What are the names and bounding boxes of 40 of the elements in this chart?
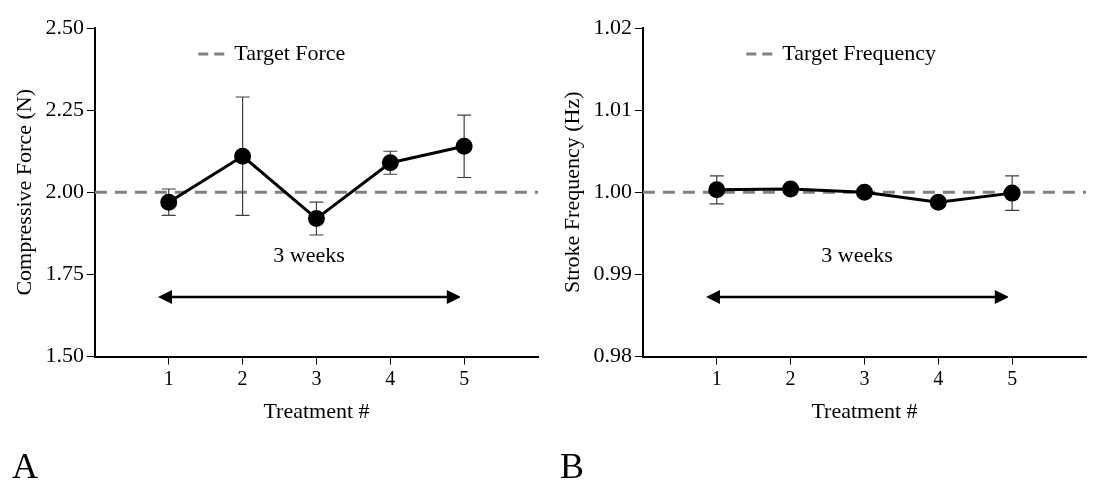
point xyxy=(307,210,325,228)
x-tick-label: 4 xyxy=(933,366,944,389)
y-tick-label: 2.25 xyxy=(45,95,84,121)
legend-label: Target Force xyxy=(234,39,346,65)
legend-label: Target Frequency xyxy=(782,39,937,65)
x-tick-label: 1 xyxy=(711,366,722,389)
point xyxy=(708,181,726,199)
point xyxy=(234,147,252,165)
y-tick-label: 1.01 xyxy=(593,95,632,121)
y-tick-label: 1.00 xyxy=(593,178,632,204)
y-tick-label: 0.99 xyxy=(593,260,632,286)
text: B xyxy=(560,445,585,487)
y-tick-label: 0.98 xyxy=(593,342,632,368)
y-tick-label: 1.50 xyxy=(45,342,84,368)
point xyxy=(381,154,399,172)
y-tick-label: 1.75 xyxy=(45,260,84,286)
x-tick-label: 5 xyxy=(1007,366,1018,389)
point xyxy=(929,193,947,211)
text: A xyxy=(12,445,38,487)
annotation: 3 weeks xyxy=(272,242,346,269)
y-tick-label: 2.50 xyxy=(45,13,84,39)
point xyxy=(455,137,473,155)
point xyxy=(855,183,873,201)
x-tick-label: 4 xyxy=(385,366,396,389)
x-tick-label: 1 xyxy=(163,366,174,389)
y-tick-label: 2.00 xyxy=(45,178,84,204)
y-axis-title: Compressive Force (N) xyxy=(10,89,36,296)
x-axis-title: Treatment # xyxy=(811,397,918,423)
x-tick-label: 2 xyxy=(237,366,248,389)
annotation: 3 weeks xyxy=(820,242,894,269)
point xyxy=(160,193,178,211)
x-tick-label: 3 xyxy=(859,366,870,389)
x-tick-label: 5 xyxy=(459,366,470,389)
x-tick-label: 3 xyxy=(311,366,322,389)
point xyxy=(782,180,800,198)
point xyxy=(1003,184,1021,202)
y-tick-label: 1.02 xyxy=(593,13,632,39)
x-axis-title: Treatment # xyxy=(263,397,370,423)
y-axis-title: Stroke Frequency (Hz) xyxy=(558,91,584,294)
x-tick-label: 2 xyxy=(785,366,796,389)
